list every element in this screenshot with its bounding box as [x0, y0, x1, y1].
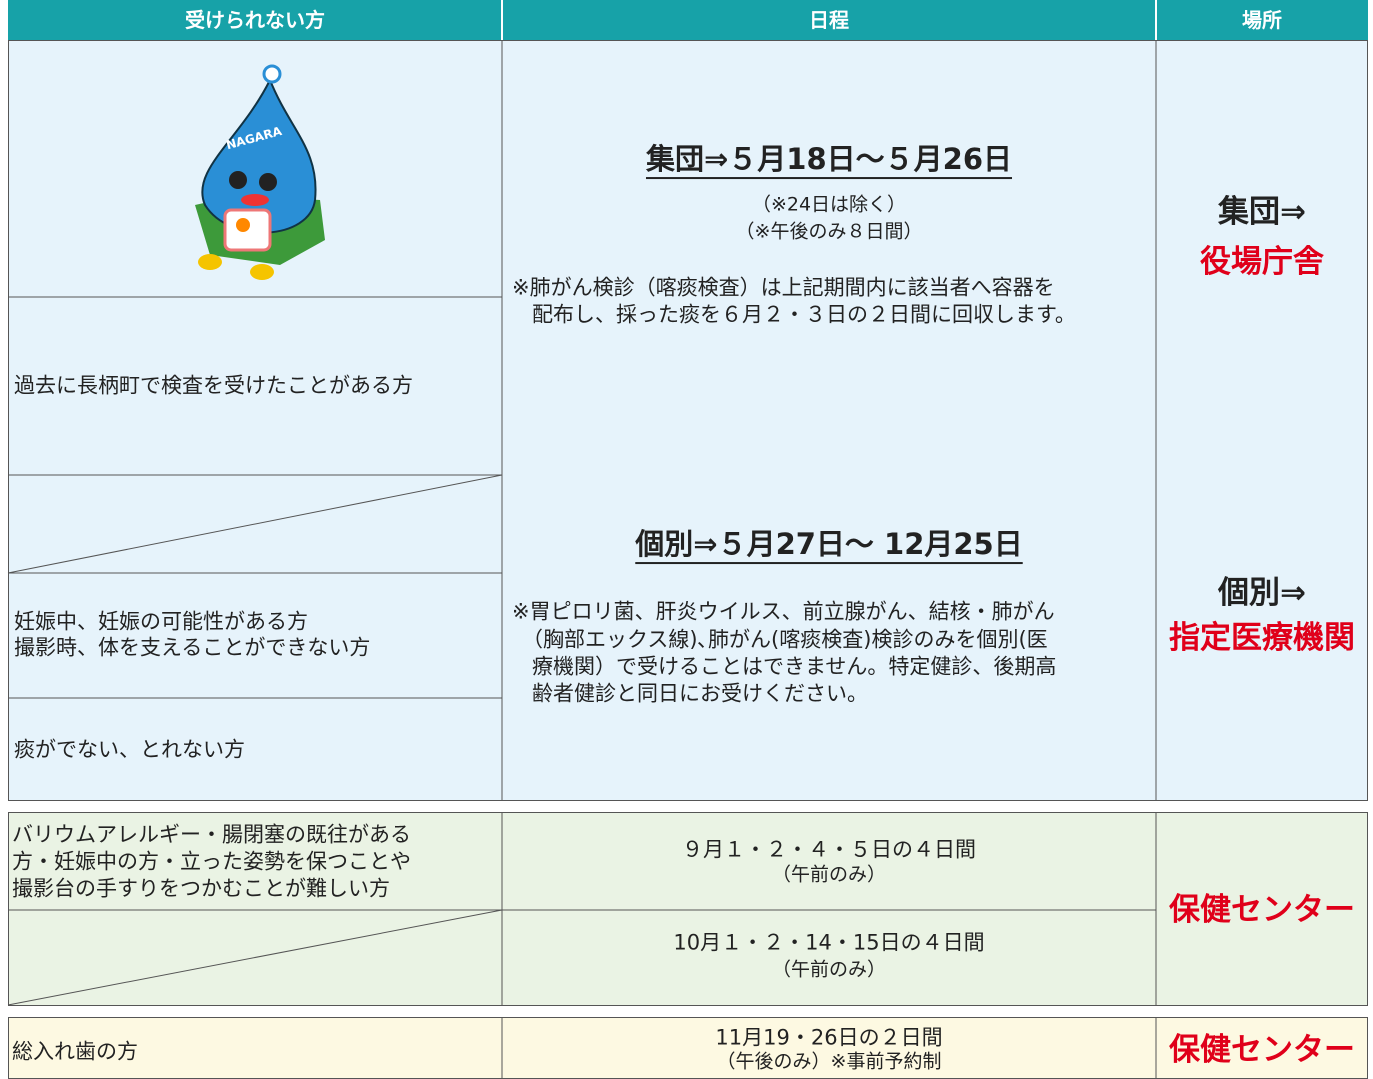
- schedule-note: （午前のみ）: [771, 863, 887, 886]
- schedule-note: （※24日は除く）: [751, 193, 907, 216]
- exclusion: 撮影台の手すりをつかむことが難しい方: [12, 876, 390, 901]
- exclusion: 方・妊娠中の方・立った姿勢を保つことや: [12, 849, 411, 874]
- exclusion: 痰がでない、とれない方: [14, 737, 245, 762]
- schedule-note: （午後のみ）※事前予約制: [716, 1050, 942, 1073]
- schedule: 10月１・２・14・15日の４日間: [673, 930, 985, 955]
- column-header: 日程: [809, 8, 849, 32]
- exclusion: 撮影時、体を支えることができない方: [14, 635, 371, 660]
- schedule-heading: 集団⇒５月18日～５月26日: [645, 142, 1013, 177]
- exclusion: 総入れ歯の方: [12, 1039, 138, 1064]
- remark: ※胃ピロリ菌、肝炎ウイルス、前立腺がん、結核・肺がん: [512, 599, 1055, 624]
- schedule: ９月１・２・４・５日の４日間: [682, 837, 976, 862]
- place-label: 集団⇒: [1218, 193, 1306, 230]
- place-name: 役場庁舎: [1200, 243, 1324, 280]
- exclusion: バリウムアレルギー・腸閉塞の既往がある: [12, 822, 411, 847]
- place-name: 保健センター: [1169, 1031, 1355, 1068]
- place-label: 個別⇒: [1218, 574, 1306, 611]
- exclusion: 過去に長柄町で検査を受けたことがある方: [14, 373, 413, 398]
- mascot: NAGARA: [195, 64, 325, 280]
- remark: 療機関）で受けることはできません。特定健診、後期高: [532, 654, 1057, 679]
- place-name: 保健センター: [1169, 891, 1355, 928]
- exclusion: 妊娠中、妊娠の可能性がある方: [14, 609, 308, 634]
- remark: ※肺がん検診（喀痰検査）は上記期間内に該当者へ容器を: [512, 275, 1055, 300]
- remark: 配布し、採った痰を６月２・３日の２日間に回収します。: [532, 302, 1076, 327]
- schedule-heading: 個別⇒５月27日～ 12月25日: [635, 527, 1023, 562]
- column-header: 受けられない方: [185, 8, 325, 32]
- place-name: 指定医療機関: [1169, 619, 1355, 656]
- schedule: 11月19・26日の２日間: [715, 1025, 943, 1050]
- column-header: 場所: [1242, 8, 1282, 32]
- remark: （胸部エックス線)､肺がん(喀痰検査)検診のみを個別(医: [522, 627, 1048, 652]
- schedule-note: （午前のみ）: [771, 958, 887, 981]
- schedule-note: （※午後のみ８日間）: [735, 220, 923, 243]
- remark: 齢者健診と同日にお受けください。: [532, 681, 868, 706]
